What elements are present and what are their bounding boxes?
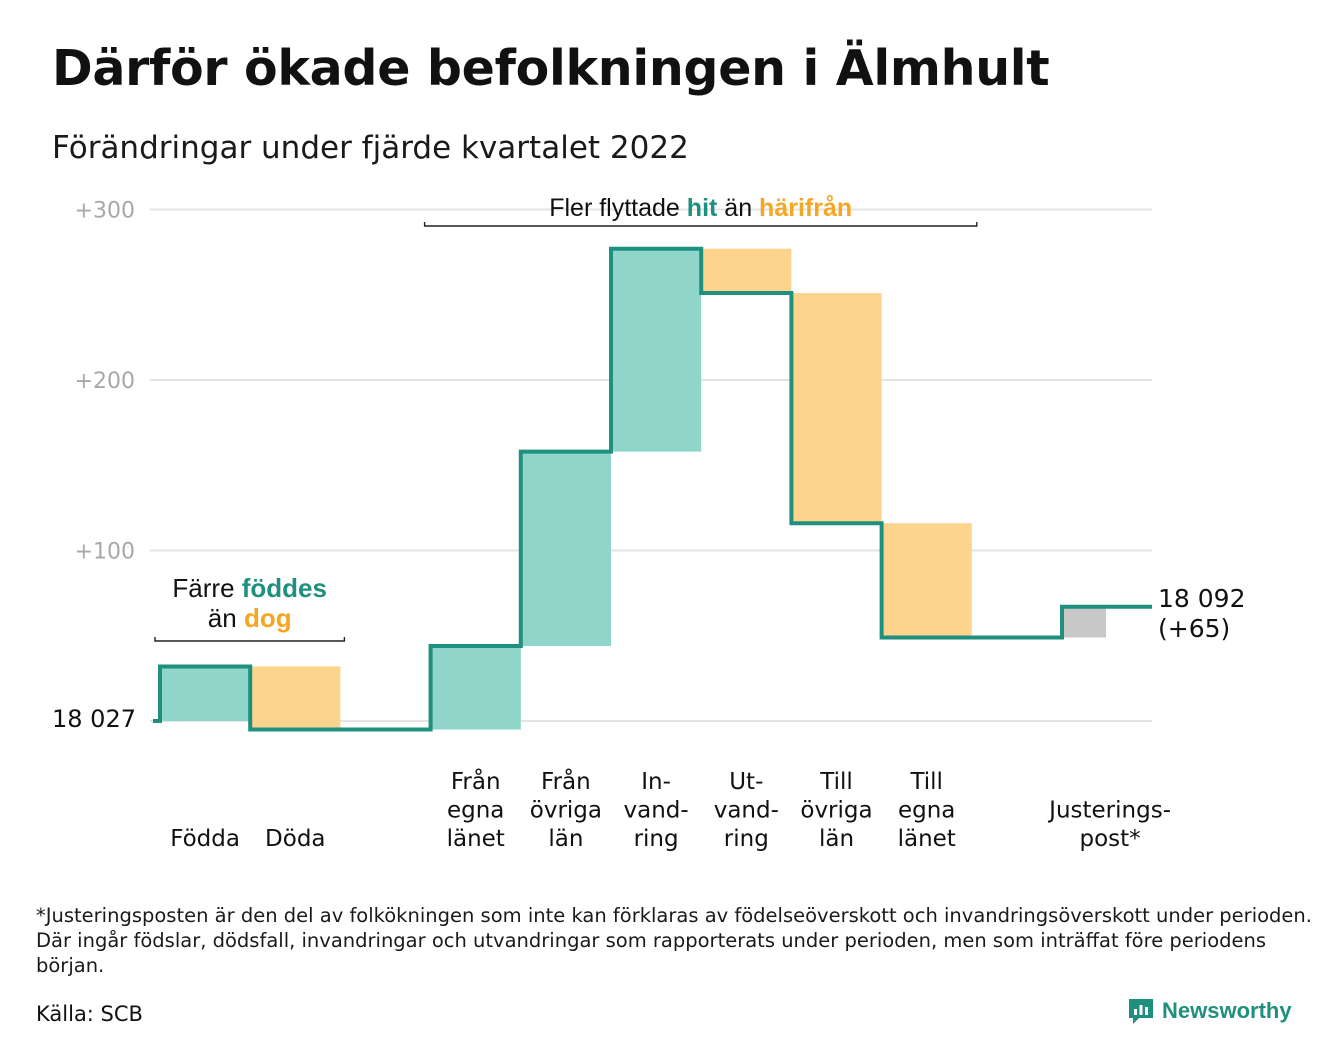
brand-logo: Newsworthy <box>1126 996 1292 1026</box>
category-label: Till övriga län <box>800 769 872 852</box>
bar <box>430 645 521 730</box>
chart-subtitle: Förändringar under fjärde kvartalet 2022 <box>52 130 689 166</box>
category-label: Ut-vand-ring <box>714 769 779 852</box>
bar <box>250 666 341 730</box>
end-change-label: (+65) <box>1158 614 1230 643</box>
annotation-bracket <box>154 637 346 642</box>
category-label: Justerings-post* <box>1047 798 1171 853</box>
brand-name: Newsworthy <box>1162 998 1292 1023</box>
end-value-label: 18 092 <box>1158 584 1245 613</box>
bar <box>701 248 792 294</box>
annotation-bracket <box>423 222 978 227</box>
waterfall-chart: +100 +200 +300 Födda Döda Från egna länet Från öv… <box>52 194 1245 853</box>
source-label: Källa: SCB <box>36 1002 143 1026</box>
footnote: *Justeringsposten är den del av folkökni… <box>36 904 1312 977</box>
annotation-text: än dog <box>208 603 292 633</box>
newsworthy-logo-icon <box>1129 999 1153 1024</box>
category-label: Födda <box>170 826 240 852</box>
bar <box>791 293 882 524</box>
category-label: Från egna länet <box>447 767 505 852</box>
category-label: Från övriga län <box>530 767 602 852</box>
annotation-text: Fler flyttade hit än härifrån <box>549 194 852 222</box>
annotation-text: Färre föddes <box>172 573 327 603</box>
start-value-label: 18 027 <box>52 705 136 733</box>
bar <box>611 248 702 452</box>
category-label: In-vand-ring <box>624 769 689 852</box>
bar <box>881 523 972 638</box>
bar <box>1064 606 1106 638</box>
y-tick-label: +300 <box>75 199 135 224</box>
bar <box>160 666 251 721</box>
running-total-line <box>153 246 1152 732</box>
category-label: Till egna länet <box>898 769 956 852</box>
y-tick-label: +200 <box>75 369 135 394</box>
category-label: Döda <box>265 826 325 852</box>
y-tick-label: +100 <box>75 540 135 565</box>
bar <box>520 451 611 646</box>
chart-title: Därför ökade befolkningen i Älmhult <box>52 40 1050 97</box>
